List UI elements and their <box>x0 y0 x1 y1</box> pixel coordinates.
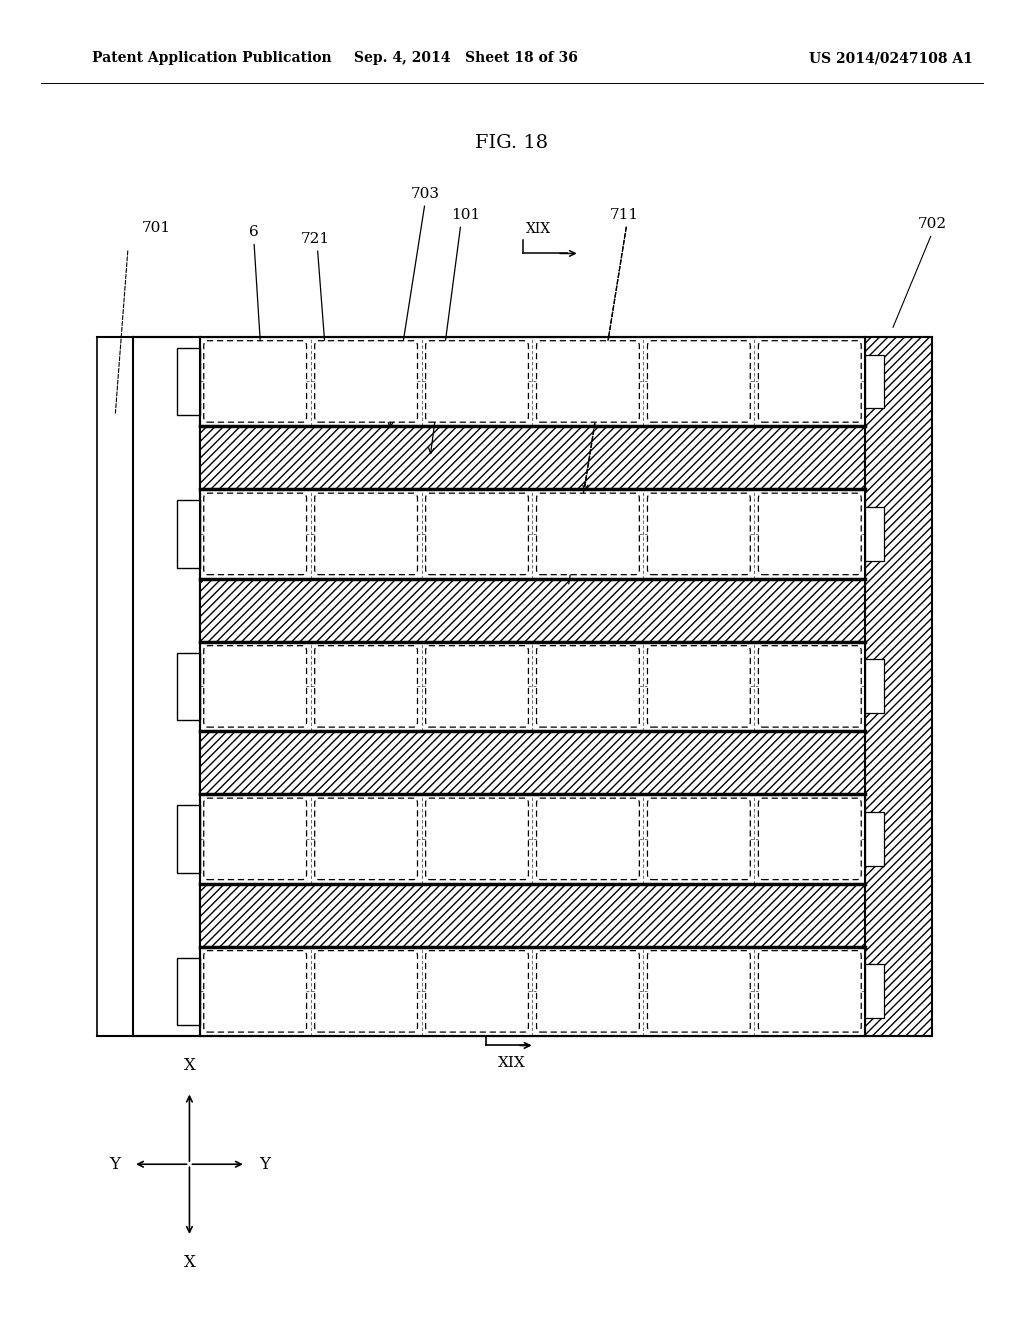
FancyBboxPatch shape <box>314 341 418 422</box>
FancyBboxPatch shape <box>647 494 751 574</box>
Bar <box>200 883 865 946</box>
Bar <box>177 958 200 1026</box>
FancyBboxPatch shape <box>647 341 751 422</box>
Bar <box>177 500 200 568</box>
FancyBboxPatch shape <box>759 950 861 1032</box>
Text: FIG. 18: FIG. 18 <box>475 133 549 152</box>
Bar <box>177 347 200 414</box>
FancyBboxPatch shape <box>759 799 861 879</box>
Text: Sep. 4, 2014   Sheet 18 of 36: Sep. 4, 2014 Sheet 18 of 36 <box>354 51 578 65</box>
Text: 721: 721 <box>301 231 330 246</box>
FancyBboxPatch shape <box>537 645 639 727</box>
FancyBboxPatch shape <box>426 341 528 422</box>
FancyBboxPatch shape <box>426 494 528 574</box>
Bar <box>200 642 865 731</box>
FancyBboxPatch shape <box>647 645 751 727</box>
Bar <box>865 507 884 561</box>
Text: US 2014/0247108 A1: US 2014/0247108 A1 <box>809 51 973 65</box>
Bar <box>865 355 884 408</box>
Text: 101: 101 <box>452 207 480 222</box>
FancyBboxPatch shape <box>647 950 751 1032</box>
Bar <box>200 578 865 642</box>
Text: X: X <box>183 1057 196 1074</box>
Text: Y: Y <box>259 1156 270 1172</box>
Text: 6: 6 <box>249 224 259 239</box>
FancyBboxPatch shape <box>647 799 751 879</box>
Bar <box>865 337 932 1036</box>
Bar <box>200 337 865 1036</box>
Bar <box>865 812 884 866</box>
Text: XIX: XIX <box>498 1056 526 1071</box>
Text: X: X <box>183 1254 196 1271</box>
Bar <box>200 731 865 795</box>
Bar <box>865 507 884 561</box>
Bar <box>865 355 884 408</box>
Bar <box>177 653 200 719</box>
Bar <box>865 965 884 1018</box>
FancyBboxPatch shape <box>426 645 528 727</box>
Text: 711: 711 <box>610 207 639 222</box>
Text: Patent Application Publication: Patent Application Publication <box>92 51 332 65</box>
Text: 702: 702 <box>918 216 946 231</box>
Bar <box>865 337 932 1036</box>
FancyBboxPatch shape <box>537 799 639 879</box>
FancyBboxPatch shape <box>204 950 306 1032</box>
Bar <box>200 883 865 946</box>
FancyBboxPatch shape <box>314 799 418 879</box>
Bar <box>200 795 865 883</box>
Bar <box>97 337 133 1036</box>
Bar <box>200 426 865 490</box>
Bar <box>177 805 200 873</box>
FancyBboxPatch shape <box>204 341 306 422</box>
FancyBboxPatch shape <box>759 494 861 574</box>
FancyBboxPatch shape <box>426 799 528 879</box>
Bar <box>865 660 884 713</box>
FancyBboxPatch shape <box>426 950 528 1032</box>
FancyBboxPatch shape <box>537 494 639 574</box>
FancyBboxPatch shape <box>314 645 418 727</box>
Bar <box>200 946 865 1036</box>
FancyBboxPatch shape <box>314 950 418 1032</box>
Bar <box>200 490 865 578</box>
FancyBboxPatch shape <box>537 341 639 422</box>
FancyBboxPatch shape <box>204 645 306 727</box>
Bar <box>865 660 884 713</box>
FancyBboxPatch shape <box>204 494 306 574</box>
Text: 703: 703 <box>411 186 439 201</box>
FancyBboxPatch shape <box>204 799 306 879</box>
Bar <box>865 965 884 1018</box>
Text: 701: 701 <box>141 220 170 235</box>
Bar <box>200 426 865 490</box>
FancyBboxPatch shape <box>759 645 861 727</box>
FancyBboxPatch shape <box>759 341 861 422</box>
FancyBboxPatch shape <box>314 494 418 574</box>
Text: Y: Y <box>109 1156 120 1172</box>
Bar <box>200 731 865 795</box>
Bar <box>865 812 884 866</box>
Text: XIX: XIX <box>526 222 552 236</box>
FancyBboxPatch shape <box>537 950 639 1032</box>
Bar <box>200 337 865 426</box>
Bar <box>200 578 865 642</box>
